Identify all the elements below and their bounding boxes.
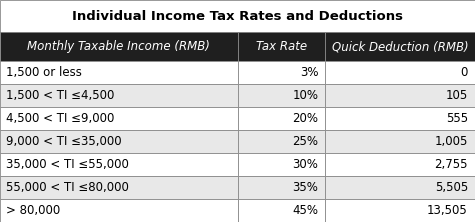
Bar (238, 84, 325, 107)
Bar (325, 176, 475, 199)
Bar (0, 0, 475, 32)
Bar (238, 61, 325, 84)
Bar (0, 176, 238, 199)
Text: Tax Rate: Tax Rate (256, 40, 307, 53)
Bar (238, 107, 325, 130)
Text: 105: 105 (446, 89, 468, 102)
Bar (0, 84, 238, 107)
Text: Individual Income Tax Rates and Deductions: Individual Income Tax Rates and Deductio… (72, 10, 403, 23)
Bar (325, 153, 475, 176)
Text: 5,505: 5,505 (435, 181, 468, 194)
Bar (325, 61, 475, 84)
Text: 30%: 30% (293, 158, 318, 171)
Bar (238, 153, 325, 176)
Bar (325, 32, 475, 61)
Text: 1,500 < TI ≤4,500: 1,500 < TI ≤4,500 (6, 89, 114, 102)
Text: 9,000 < TI ≤35,000: 9,000 < TI ≤35,000 (6, 135, 121, 148)
Text: 20%: 20% (292, 112, 318, 125)
Bar (325, 107, 475, 130)
Text: 4,500 < TI ≤9,000: 4,500 < TI ≤9,000 (6, 112, 114, 125)
Text: 3%: 3% (300, 66, 318, 79)
Text: 13,505: 13,505 (427, 204, 468, 217)
Text: 45%: 45% (292, 204, 318, 217)
Bar (325, 199, 475, 222)
Text: 10%: 10% (292, 89, 318, 102)
Text: 1,500 or less: 1,500 or less (6, 66, 82, 79)
Text: > 80,000: > 80,000 (6, 204, 60, 217)
Bar (238, 32, 325, 61)
Text: 0: 0 (460, 66, 468, 79)
Text: 35%: 35% (293, 181, 318, 194)
Bar (238, 130, 325, 153)
Bar (0, 61, 238, 84)
Text: 35,000 < TI ≤55,000: 35,000 < TI ≤55,000 (6, 158, 129, 171)
Bar (325, 84, 475, 107)
Bar (0, 199, 238, 222)
Bar (238, 176, 325, 199)
Text: Monthly Taxable Income (RMB): Monthly Taxable Income (RMB) (27, 40, 210, 53)
Bar (0, 107, 238, 130)
Bar (0, 153, 238, 176)
Bar (0, 32, 238, 61)
Bar (325, 130, 475, 153)
Text: Quick Deduction (RMB): Quick Deduction (RMB) (332, 40, 468, 53)
Text: 2,755: 2,755 (434, 158, 468, 171)
Text: 555: 555 (446, 112, 468, 125)
Text: 1,005: 1,005 (435, 135, 468, 148)
Text: 55,000 < TI ≤80,000: 55,000 < TI ≤80,000 (6, 181, 129, 194)
Bar (238, 199, 325, 222)
Text: 25%: 25% (292, 135, 318, 148)
Bar (0, 130, 238, 153)
